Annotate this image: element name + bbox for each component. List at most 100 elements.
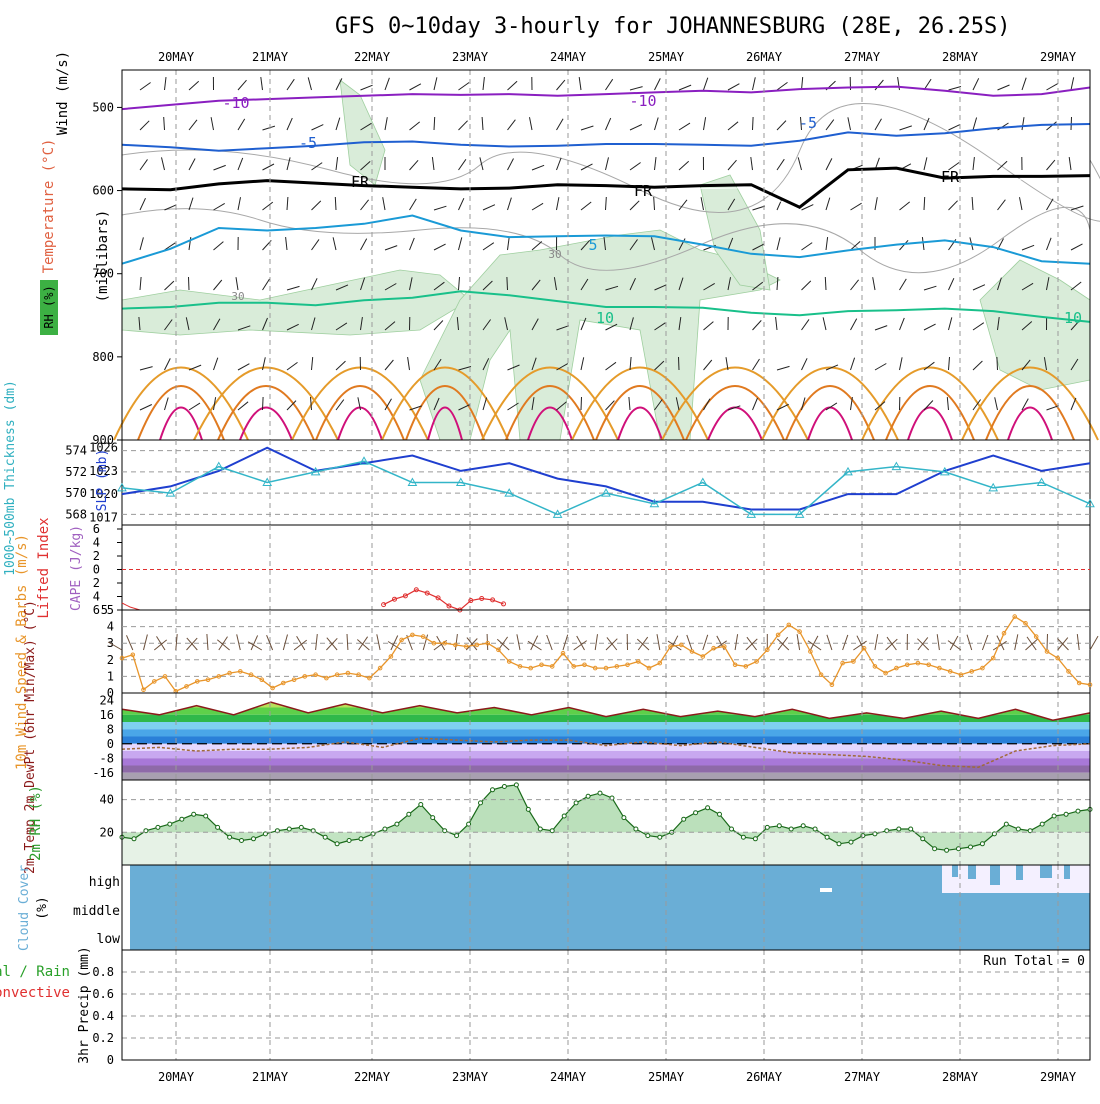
upper-side-label-rh: RH (%) bbox=[42, 285, 56, 328]
contour-label-0: -10 bbox=[222, 94, 249, 112]
rh-point-23 bbox=[395, 822, 399, 826]
rh-point-53 bbox=[753, 837, 757, 841]
date-label-top-2: 22MAY bbox=[354, 50, 391, 64]
rh-ytick-label-0: 20 bbox=[100, 825, 114, 839]
rh-point-14 bbox=[287, 827, 291, 831]
wind10-barb-80 bbox=[982, 635, 988, 650]
upper-ylabel: (millibars) bbox=[95, 210, 111, 303]
li-ytick-label-2: 2 bbox=[93, 549, 100, 563]
contour-label-9: 10 bbox=[1064, 309, 1082, 327]
wind10-barb-67 bbox=[843, 635, 848, 650]
wind10-barb-44 bbox=[595, 634, 597, 650]
rh-point-71 bbox=[969, 845, 973, 849]
rh-point-54 bbox=[765, 825, 769, 829]
temp-ytick-label-1: 16 bbox=[100, 708, 114, 722]
precip-ytick-label-1: 0.2 bbox=[92, 1031, 114, 1045]
cloud-high-bar-5 bbox=[1064, 865, 1070, 879]
cloud-high-bar-3 bbox=[1016, 865, 1023, 880]
date-label-bottom-6: 26MAY bbox=[746, 1070, 783, 1084]
rh-point-19 bbox=[347, 839, 351, 843]
temp-band-8 bbox=[122, 751, 1090, 758]
wind10-barb-53 bbox=[687, 635, 692, 650]
contour-label-4: FR bbox=[351, 173, 370, 191]
precip-ytick-label-0: 0 bbox=[107, 1053, 114, 1067]
rh-point-9 bbox=[228, 835, 232, 839]
rh-point-40 bbox=[598, 791, 602, 795]
li-ylabel: Lifted Index bbox=[36, 517, 52, 618]
thick-tick-0: 568 bbox=[65, 507, 87, 521]
rh-point-32 bbox=[502, 785, 506, 789]
wind10-barb-9 bbox=[219, 637, 228, 650]
temp-ytick-label-4: -8 bbox=[100, 751, 114, 765]
thick-tick-2: 572 bbox=[65, 465, 87, 479]
temp-ytick-label-3: 0 bbox=[107, 737, 114, 751]
wind-ytick-label-1: 1 bbox=[107, 669, 114, 683]
temp-ytick-label-5: -16 bbox=[92, 766, 114, 780]
wind10-barb-89 bbox=[1077, 634, 1079, 650]
precip-legend-total: Total / Rain bbox=[0, 964, 70, 980]
rh-point-33 bbox=[514, 783, 518, 787]
li-ytick-label-0: 6 bbox=[93, 522, 100, 536]
thick-tick-3: 574 bbox=[65, 444, 87, 458]
wind10-barb-31 bbox=[455, 634, 457, 650]
rh-point-24 bbox=[407, 812, 411, 816]
rh-point-75 bbox=[1016, 827, 1020, 831]
cloud-ylabel-unit: (%) bbox=[35, 896, 50, 919]
li-ytick-label-3: 0 bbox=[93, 563, 100, 577]
rh-point-20 bbox=[359, 837, 363, 841]
rh-point-49 bbox=[706, 806, 710, 810]
rh-point-1 bbox=[132, 837, 136, 841]
wind-barb-322 bbox=[997, 357, 998, 370]
rh-point-74 bbox=[1004, 822, 1008, 826]
wind10-barb-41 bbox=[563, 635, 568, 650]
cape-ylabel: CAPE (J/kg) bbox=[69, 525, 84, 611]
rh-point-7 bbox=[204, 814, 208, 818]
rh-ytick-label-1: 40 bbox=[100, 793, 114, 807]
wind10-barb-10 bbox=[217, 640, 229, 650]
wind10-barb-86 bbox=[1047, 634, 1048, 650]
rh-point-6 bbox=[192, 812, 196, 816]
contour-label-10: 30 bbox=[548, 248, 561, 261]
li-ytick-label-6: 6 bbox=[93, 603, 100, 617]
date-label-bottom-4: 24MAY bbox=[550, 1070, 587, 1084]
rh-point-47 bbox=[682, 817, 686, 821]
rh-point-39 bbox=[586, 794, 590, 798]
rh-point-45 bbox=[658, 835, 662, 839]
rh-point-15 bbox=[299, 825, 303, 829]
cloud-high-bar-4 bbox=[1040, 865, 1052, 878]
rh-point-79 bbox=[1064, 812, 1068, 816]
li-ytick-label-1: 4 bbox=[93, 536, 100, 550]
date-label-bottom-0: 20MAY bbox=[158, 1070, 195, 1084]
thickness-line bbox=[122, 461, 1090, 514]
rh-point-72 bbox=[980, 842, 984, 846]
rh-point-26 bbox=[431, 816, 435, 820]
wind10-barb-11 bbox=[237, 634, 241, 650]
rh-point-36 bbox=[550, 829, 554, 833]
rh-point-60 bbox=[837, 842, 841, 846]
wind10-barb-16 bbox=[294, 640, 307, 650]
wind-barb-226 bbox=[753, 117, 754, 130]
rh-point-68 bbox=[933, 847, 937, 851]
wind10-barb-70 bbox=[875, 634, 878, 650]
wind10-barb-3 bbox=[154, 640, 166, 650]
wind-barb-140 bbox=[507, 277, 508, 290]
rh-point-4 bbox=[168, 822, 172, 826]
date-label-top-6: 26MAY bbox=[746, 50, 783, 64]
upper-ytick-label-0: 500 bbox=[92, 100, 114, 114]
chart-title: GFS 0~10day 3-hourly for JOHANNESBURG (2… bbox=[335, 14, 1011, 39]
cloud-ylabel-main: Cloud Cover bbox=[17, 865, 32, 951]
wind10-barb-83 bbox=[1015, 634, 1018, 650]
rh-point-80 bbox=[1076, 809, 1080, 813]
date-label-bottom-1: 21MAY bbox=[252, 1070, 289, 1084]
rh-point-48 bbox=[694, 811, 698, 815]
date-label-top-8: 28MAY bbox=[942, 50, 979, 64]
rh-point-30 bbox=[479, 801, 483, 805]
wind10-barb-5 bbox=[176, 634, 177, 650]
rh-point-44 bbox=[646, 834, 650, 838]
temp-band-10 bbox=[122, 766, 1090, 773]
wind10-barb-90 bbox=[1090, 636, 1098, 650]
wind-barb-205 bbox=[679, 357, 680, 370]
wind10-barb-76 bbox=[937, 634, 939, 650]
rh-point-58 bbox=[813, 827, 817, 831]
